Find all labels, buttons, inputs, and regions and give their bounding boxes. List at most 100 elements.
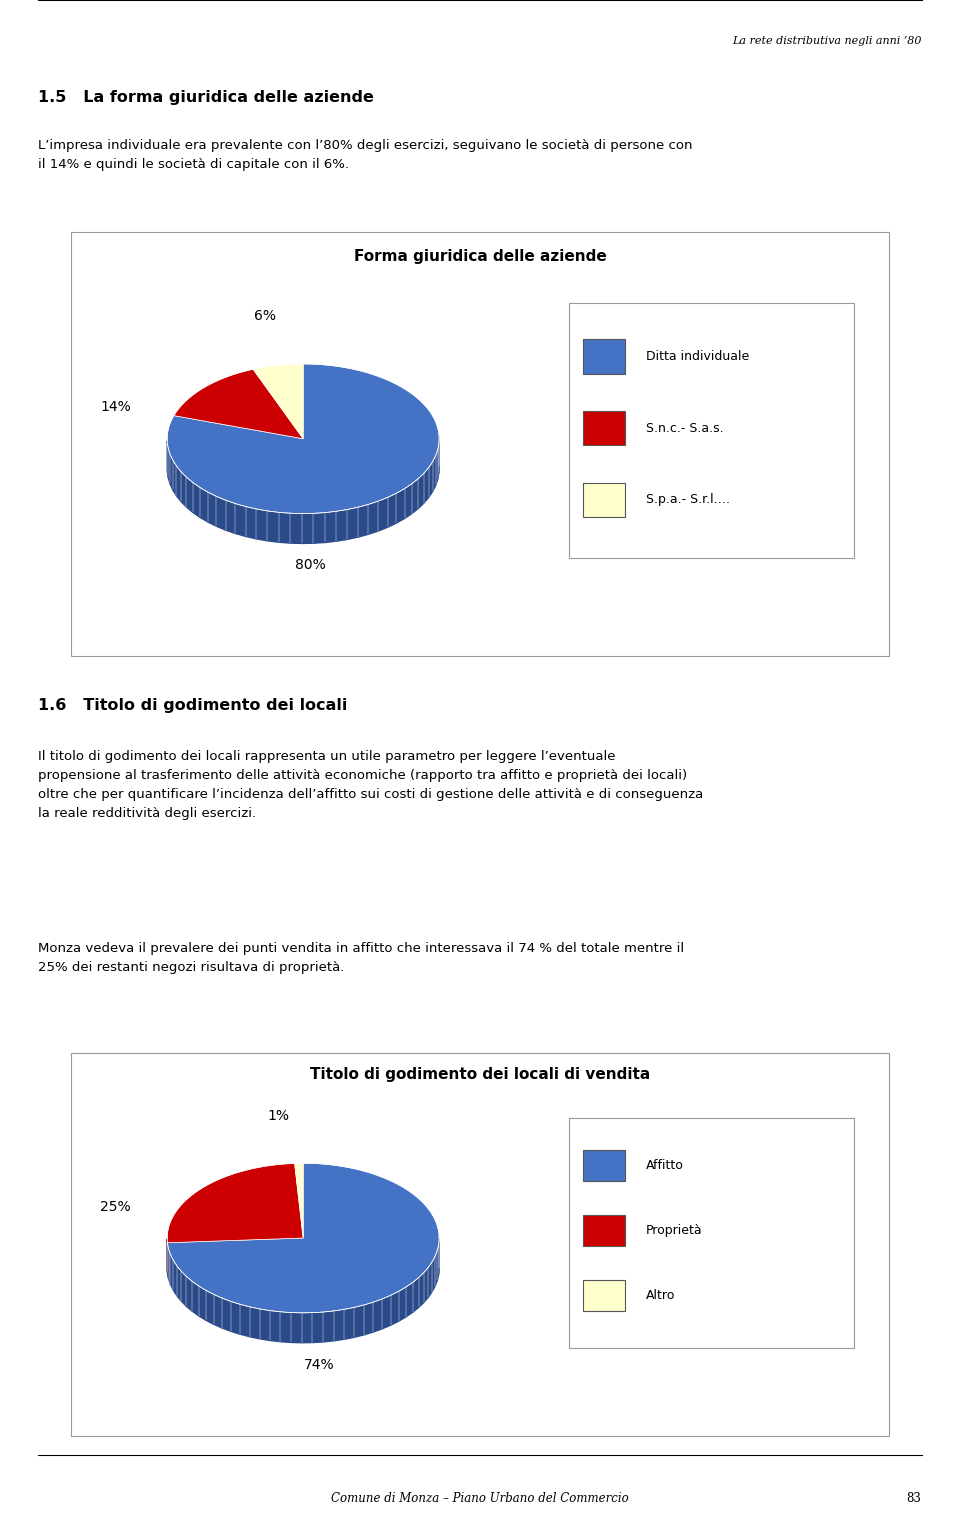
Polygon shape xyxy=(391,1291,398,1325)
Polygon shape xyxy=(270,1311,280,1342)
Polygon shape xyxy=(167,1163,439,1313)
Polygon shape xyxy=(428,1262,432,1297)
Text: 80%: 80% xyxy=(295,558,325,572)
Polygon shape xyxy=(378,497,388,531)
Polygon shape xyxy=(291,1313,301,1343)
Polygon shape xyxy=(186,1276,192,1311)
Polygon shape xyxy=(382,1296,391,1330)
Polygon shape xyxy=(168,447,170,483)
Polygon shape xyxy=(246,506,256,539)
Polygon shape xyxy=(290,513,301,543)
Polygon shape xyxy=(180,471,186,506)
Polygon shape xyxy=(256,509,268,540)
Polygon shape xyxy=(181,1271,186,1307)
Polygon shape xyxy=(435,1250,438,1285)
Polygon shape xyxy=(406,1282,413,1317)
Text: Ditta individuale: Ditta individuale xyxy=(646,350,749,363)
Polygon shape xyxy=(369,500,378,534)
Text: Monza vedeva il prevalere dei punti vendita in affitto che interessava il 74 % d: Monza vedeva il prevalere dei punti vend… xyxy=(38,941,684,973)
Polygon shape xyxy=(424,1267,428,1302)
Polygon shape xyxy=(301,1313,312,1343)
Text: S.n.c.- S.a.s.: S.n.c.- S.a.s. xyxy=(646,422,724,435)
Text: 6%: 6% xyxy=(254,309,276,323)
Polygon shape xyxy=(398,1287,406,1322)
Polygon shape xyxy=(240,1304,250,1337)
Polygon shape xyxy=(199,1285,205,1320)
Text: 83: 83 xyxy=(907,1492,922,1506)
Text: S.p.a.- S.r.l.…: S.p.a.- S.r.l.… xyxy=(646,493,730,506)
Polygon shape xyxy=(419,473,424,508)
Text: L’impresa individuale era prevalente con l’80% degli esercizi, seguivano le soci: L’impresa individuale era prevalente con… xyxy=(38,139,693,171)
Polygon shape xyxy=(312,1313,324,1342)
Polygon shape xyxy=(412,479,419,514)
Polygon shape xyxy=(167,364,439,514)
Polygon shape xyxy=(354,1305,364,1337)
FancyBboxPatch shape xyxy=(584,1151,625,1181)
Polygon shape xyxy=(373,1299,382,1333)
Polygon shape xyxy=(174,369,303,439)
Polygon shape xyxy=(213,1294,222,1328)
FancyBboxPatch shape xyxy=(584,1215,625,1247)
Polygon shape xyxy=(268,511,278,542)
Polygon shape xyxy=(344,1308,354,1339)
Text: Proprietà: Proprietà xyxy=(646,1224,703,1238)
Text: Forma giuridica delle aziende: Forma giuridica delle aziende xyxy=(353,249,607,263)
Polygon shape xyxy=(177,1265,181,1300)
Polygon shape xyxy=(396,488,404,523)
Polygon shape xyxy=(278,513,290,543)
FancyBboxPatch shape xyxy=(584,482,625,517)
Polygon shape xyxy=(313,513,324,543)
Text: 74%: 74% xyxy=(304,1357,335,1371)
Polygon shape xyxy=(193,482,200,517)
Polygon shape xyxy=(413,1278,419,1313)
Polygon shape xyxy=(192,1281,199,1316)
Text: 1.6   Titolo di godimento dei locali: 1.6 Titolo di godimento dei locali xyxy=(38,698,348,713)
Polygon shape xyxy=(280,1311,291,1342)
Polygon shape xyxy=(429,461,433,497)
Polygon shape xyxy=(324,511,336,543)
Polygon shape xyxy=(336,509,348,542)
Polygon shape xyxy=(436,448,438,485)
Text: Il titolo di godimento dei locali rappresenta un utile parametro per leggere l’e: Il titolo di godimento dei locali rappre… xyxy=(38,750,704,820)
Polygon shape xyxy=(419,1273,424,1308)
Polygon shape xyxy=(433,454,436,491)
Text: Affitto: Affitto xyxy=(646,1160,684,1172)
Polygon shape xyxy=(348,506,358,540)
Polygon shape xyxy=(388,493,396,528)
Text: La rete distributiva negli anni ’80: La rete distributiva negli anni ’80 xyxy=(732,35,922,46)
Polygon shape xyxy=(253,364,303,439)
Polygon shape xyxy=(438,442,439,479)
Polygon shape xyxy=(235,503,246,537)
Polygon shape xyxy=(167,1242,169,1279)
Text: Comune di Monza – Piano Urbano del Commercio: Comune di Monza – Piano Urbano del Comme… xyxy=(331,1492,629,1506)
Polygon shape xyxy=(295,1163,303,1238)
FancyBboxPatch shape xyxy=(568,1118,853,1348)
FancyBboxPatch shape xyxy=(584,412,625,445)
Polygon shape xyxy=(334,1310,344,1340)
Polygon shape xyxy=(358,505,369,537)
Polygon shape xyxy=(364,1302,373,1334)
Polygon shape xyxy=(404,483,412,519)
Polygon shape xyxy=(173,1261,177,1296)
Polygon shape xyxy=(207,493,216,526)
FancyBboxPatch shape xyxy=(584,340,625,373)
Polygon shape xyxy=(200,488,207,522)
Text: 1.5   La forma giuridica delle aziende: 1.5 La forma giuridica delle aziende xyxy=(38,90,374,106)
Polygon shape xyxy=(222,1297,230,1331)
Polygon shape xyxy=(226,500,235,534)
FancyBboxPatch shape xyxy=(584,1279,625,1311)
Polygon shape xyxy=(438,1244,439,1281)
Polygon shape xyxy=(301,514,313,543)
Polygon shape xyxy=(170,453,173,490)
Polygon shape xyxy=(324,1311,334,1342)
FancyBboxPatch shape xyxy=(71,231,889,656)
Polygon shape xyxy=(205,1290,213,1323)
Polygon shape xyxy=(216,496,226,529)
Polygon shape xyxy=(169,1248,171,1284)
Polygon shape xyxy=(230,1302,240,1334)
FancyBboxPatch shape xyxy=(71,1053,889,1437)
Polygon shape xyxy=(250,1307,259,1339)
Text: 1%: 1% xyxy=(268,1109,290,1123)
Text: Altro: Altro xyxy=(646,1288,675,1302)
Polygon shape xyxy=(424,467,429,503)
